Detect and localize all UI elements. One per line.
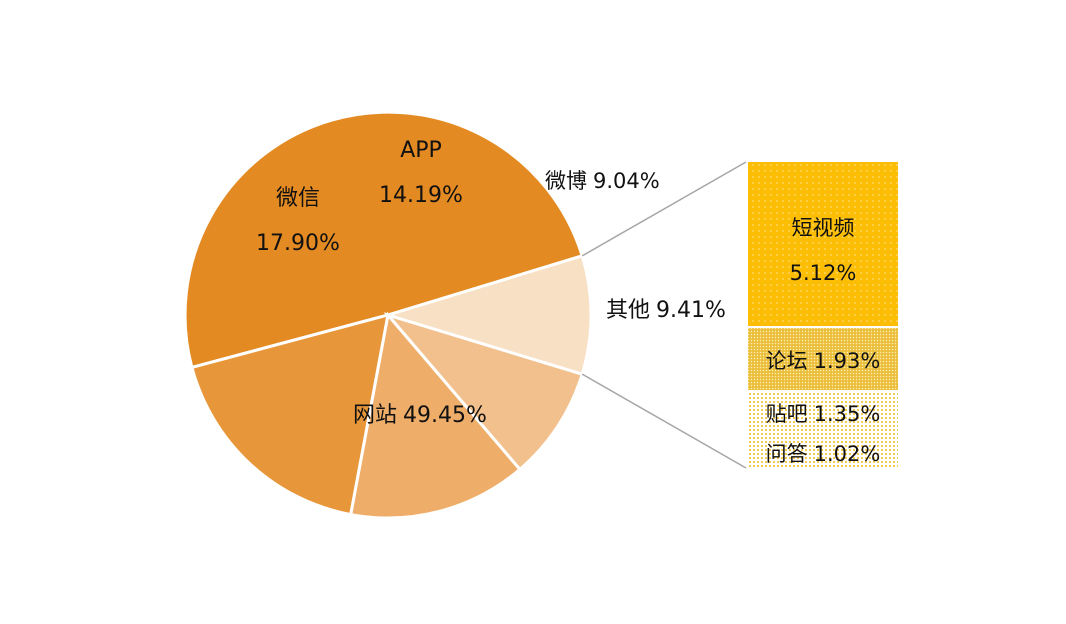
connector-lines xyxy=(581,161,747,469)
slice-value-app: 14.19% xyxy=(379,183,463,208)
slice-qita xyxy=(382,253,593,377)
slice-label-weibo: 微博 9.04% xyxy=(545,169,660,193)
slice-label-qita: 其他 9.41% xyxy=(606,298,726,323)
bar-segment-tieba-wenda xyxy=(748,392,898,468)
breakdown-bar xyxy=(748,162,898,468)
slice-label-wangzhan: 网站 49.45% xyxy=(353,403,487,428)
segment-label-tieba: 贴吧 1.35% xyxy=(766,402,881,426)
slice-value-weixin: 17.90% xyxy=(256,231,340,256)
segment-name-duanshipin: 短视频 xyxy=(792,216,855,240)
pie xyxy=(183,110,593,520)
bar-labels: 短视频 5.12% 论坛 1.93% 贴吧 1.35% 问答 1.02% xyxy=(766,216,881,466)
bar-segment-luntan xyxy=(748,328,898,390)
slice-weibo xyxy=(383,312,585,472)
connector-line-bottom xyxy=(581,373,747,469)
slice-wangzhan xyxy=(183,110,585,370)
slice-name-weixin: 微信 xyxy=(276,186,320,211)
connector-line-top xyxy=(581,161,747,257)
pie-labels: 网站 49.45% 微信 17.90% APP 14.19% 微博 9.04% 其他… xyxy=(256,138,726,428)
slice-name-app: APP xyxy=(400,138,442,163)
segment-label-luntan: 论坛 1.93% xyxy=(766,349,881,373)
segment-label-wenda: 问答 1.02% xyxy=(766,442,881,466)
segment-value-duanshipin: 5.12% xyxy=(790,261,857,285)
bar-segment-duanshipin xyxy=(748,162,898,326)
slice-weixin xyxy=(190,312,390,517)
slice-app xyxy=(348,311,522,520)
